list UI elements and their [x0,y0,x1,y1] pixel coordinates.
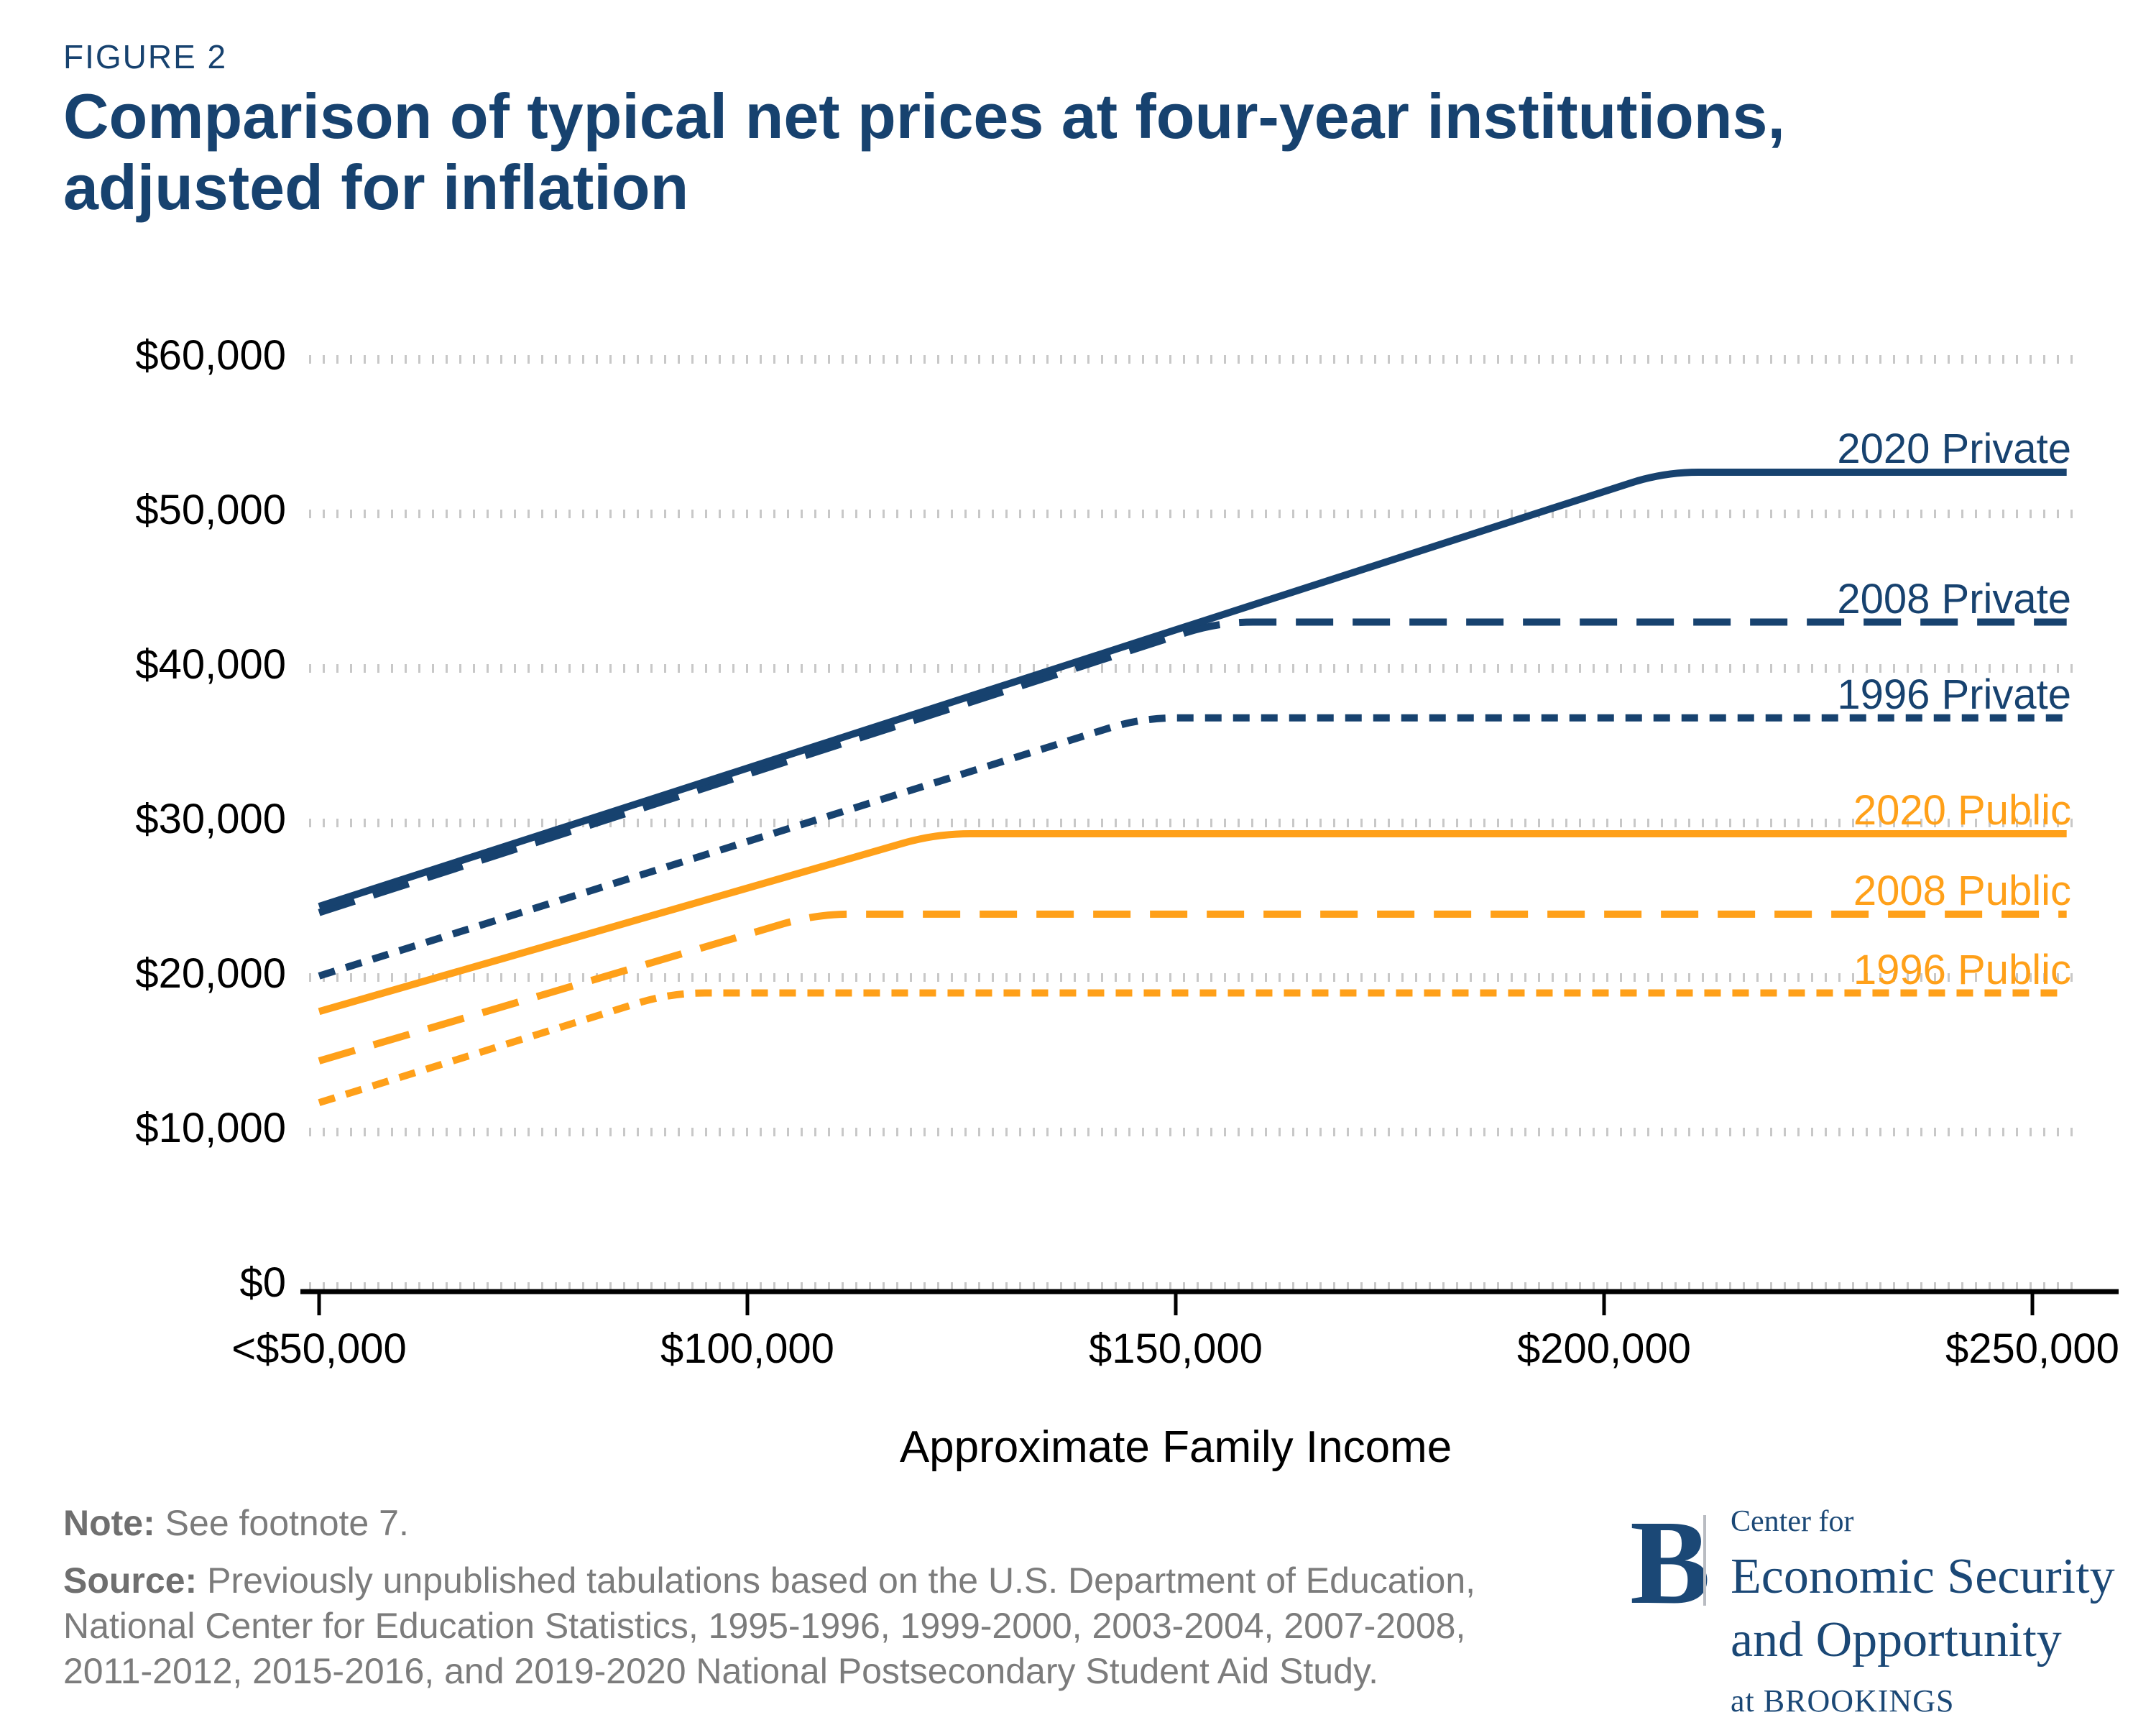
series-line-2020-private [318,468,2067,910]
footnote-label: Note: [63,1503,155,1543]
x-tick-label: $200,000 [1517,1325,1691,1372]
series-line-2020-public [318,830,2067,1016]
brookings-b-logo-icon: B [1630,1496,1711,1629]
x-tick-label: $100,000 [660,1325,834,1372]
series-label-1996-public: 1996 Public [1853,946,2071,993]
series-label-1996-private: 1996 Private [1837,671,2071,718]
series-label-2020-public: 2020 Public [1853,787,2071,834]
x-tick-label: $150,000 [1089,1325,1263,1372]
y-tick-label: $30,000 [135,796,286,842]
footnote: Note: See footnote 7. [63,1501,409,1546]
y-tick-label: $50,000 [135,487,286,533]
source-note: Source: Previously unpublished tabulatio… [63,1558,1551,1694]
series-label-2008-public: 2008 Public [1853,867,2071,914]
chart-title: Comparison of typical net prices at four… [63,80,1785,224]
y-tick-label: $10,000 [135,1105,286,1151]
series-line-1996-public [318,989,2067,1106]
y-tick-label: $60,000 [135,332,286,379]
footnote-text: See footnote 7. [165,1503,409,1543]
logo-org-name: Economic Security and Opportunity [1731,1549,2115,1668]
y-tick-label: $40,000 [135,641,286,688]
x-tick-label: <$50,000 [231,1325,407,1372]
x-axis-title: Approximate Family Income [899,1422,1452,1472]
logo-divider [1703,1515,1706,1606]
x-tick-label: $250,000 [1945,1325,2119,1372]
y-tick-label: $20,000 [135,950,286,997]
series-label-2008-private: 2008 Private [1837,575,2071,622]
logo-text-block: Center for Economic Security and Opportu… [1731,1505,2156,1719]
source-label: Source: [63,1560,198,1601]
chart-title-line1: Comparison of typical net prices at four… [63,80,1785,152]
series-label-2020-private: 2020 Private [1837,425,2071,472]
chart-title-line2: adjusted for inflation [63,152,689,224]
y-tick-label: $0 [239,1259,286,1306]
series-line-2008-private [318,618,2067,916]
figure-label: FIGURE 2 [63,38,228,75]
source-text: Previously unpublished tabulations based… [63,1560,1476,1691]
logo-center-for: Center for [1731,1505,1854,1538]
logo-at-brookings: at BROOKINGS [1731,1683,1955,1719]
series-line-2008-public [318,910,2067,1064]
